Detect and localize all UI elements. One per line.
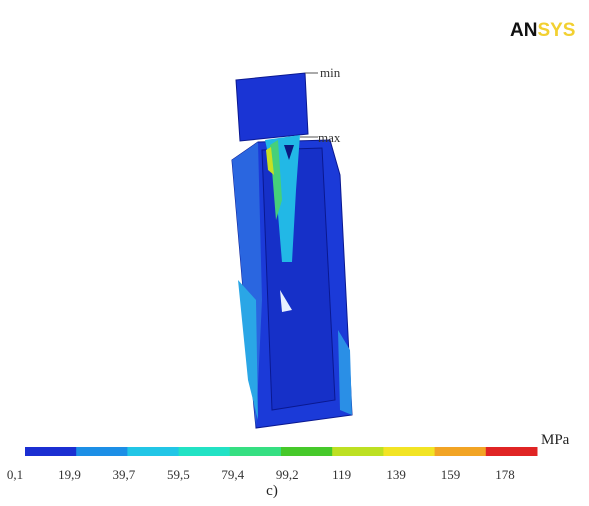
color-legend: 0,1 19,9 39,7 59,5 79,4 99,2 119 139 159 178 <box>7 447 538 482</box>
legend-swatch <box>383 447 435 456</box>
legend-swatch <box>179 447 231 456</box>
legend-swatch <box>127 447 179 456</box>
legend-swatch <box>25 447 77 456</box>
legend-swatch <box>281 447 333 456</box>
legend-label: 178 <box>495 467 515 482</box>
max-label: max <box>318 130 341 145</box>
logo-dark: AN <box>510 20 537 41</box>
legend-label: 59,5 <box>167 467 190 482</box>
legend-label: 0,1 <box>7 467 23 482</box>
legend-label: 139 <box>386 467 406 482</box>
legend-label: 79,4 <box>221 467 244 482</box>
figure: ANSYS min max 0,1 19,9 39,7 59,5 79,4 99,2 119… <box>0 0 589 506</box>
body-left-face <box>232 142 262 428</box>
right-patch <box>338 330 352 415</box>
legend-label: 39,7 <box>113 467 136 482</box>
fea-model <box>232 73 352 428</box>
legend-swatch <box>76 447 128 456</box>
legend-label: 99,2 <box>276 467 299 482</box>
caption: c) <box>266 483 278 499</box>
legend-swatch <box>435 447 487 456</box>
min-label: min <box>320 65 341 80</box>
logo: ANSYS <box>510 20 575 41</box>
legend-label: 119 <box>332 467 351 482</box>
legend-label: 19,9 <box>58 467 81 482</box>
body-patch <box>238 280 258 420</box>
logo-light: SYS <box>537 20 575 41</box>
legend-unit: MPa <box>541 432 570 448</box>
legend-label: 159 <box>441 467 461 482</box>
page: {"logo": {"dark": "AN", "light": "SYS"},… <box>0 0 589 506</box>
legend-swatch <box>332 447 384 456</box>
legend-swatch <box>230 447 282 456</box>
legend-swatch <box>486 447 538 456</box>
inner-cavity <box>262 148 335 410</box>
top-block <box>236 73 308 141</box>
